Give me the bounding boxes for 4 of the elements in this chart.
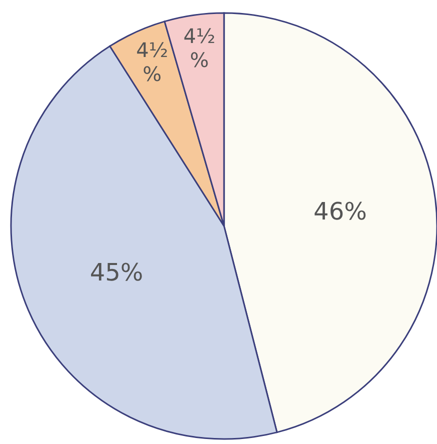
data-label: 4½% — [183, 24, 216, 72]
data-label: 46% — [314, 197, 367, 226]
data-label: 4½% — [136, 38, 168, 86]
data-label: 45% — [90, 258, 144, 287]
